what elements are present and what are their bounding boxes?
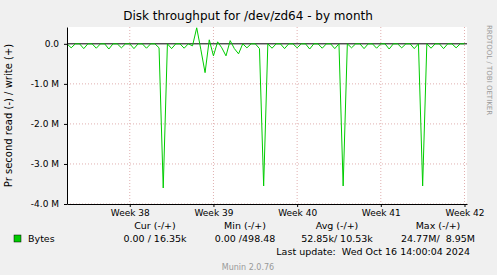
grid-line-x: [297, 27, 298, 204]
stats-header: Max (-/+): [416, 220, 461, 231]
axis-line: [68, 204, 468, 205]
plot-background: [67, 27, 467, 204]
legend-label: Bytes: [28, 233, 55, 244]
grid-line-x: [380, 27, 381, 204]
tick-label: Week 39: [194, 208, 233, 218]
series-line: [67, 28, 464, 188]
axis-line: [67, 28, 68, 205]
tick: -4.0 M: [31, 199, 67, 209]
grid: [67, 27, 467, 204]
tick-mark: [64, 204, 67, 205]
stats-header: Cur (-/+): [134, 220, 176, 231]
legend-swatch: [14, 235, 21, 242]
tick: Week 38: [111, 204, 150, 218]
title: Disk throughput for /dev/zd64 - by month: [123, 9, 373, 23]
watermark: RRDTOOL / TOBI OETIKER: [485, 25, 493, 115]
tick-label: -3.0 M: [31, 159, 59, 169]
background: [0, 0, 497, 275]
tick-mark: [64, 44, 67, 45]
y-axis: 0.0 -1.0 M -2.0 M -3.0 M -4.0 M: [31, 28, 68, 210]
data-group: [67, 28, 464, 188]
stats-value: 52.85k/ 10.53k: [301, 233, 373, 244]
tick: -3.0 M: [31, 159, 67, 169]
stats-header: Min (-/+): [224, 220, 266, 231]
tick-label: Week 40: [278, 208, 317, 218]
stats-value: 0.00 /498.48: [215, 233, 276, 244]
tick: Week 39: [194, 204, 233, 218]
tick: Week 40: [278, 204, 317, 218]
last-update: Last update: Wed Oct 16 14:00:04 2024: [276, 246, 470, 257]
tick-mark: [464, 204, 465, 207]
tick-label: 0.0: [45, 39, 60, 49]
tick-mark: [381, 204, 382, 207]
y-axis-title: Pr second read (-) / write (+): [3, 44, 14, 187]
tick-mark: [213, 204, 214, 207]
stats-value: 0.00 / 16.35k: [123, 233, 187, 244]
tick-mark: [64, 164, 67, 165]
grid-line-x: [129, 27, 130, 204]
tick: -2.0 M: [31, 119, 67, 129]
tick: Week 42: [445, 204, 484, 218]
tick-mark: [130, 204, 131, 207]
tick-label: Week 38: [111, 208, 150, 218]
tick: 0.0: [45, 39, 67, 49]
footer: Munin 2.0.76: [222, 263, 274, 272]
grid-line-y: [67, 204, 467, 205]
tick-mark: [297, 204, 298, 207]
tick: Week 41: [362, 204, 401, 218]
tick-mark: [64, 124, 67, 125]
grid-line-x: [464, 27, 465, 204]
tick-label: -1.0 M: [31, 79, 59, 89]
tick-label: -2.0 M: [31, 119, 59, 129]
tick-label: Week 41: [362, 208, 401, 218]
tick-mark: [64, 84, 67, 85]
chart-svg: 0.0-1.0 M-2.0 M-3.0 M-4.0 MWeek 38Week 3…: [0, 0, 497, 275]
grid-line-y: [67, 123, 467, 124]
tick-label: Week 42: [445, 208, 484, 218]
chart-container: 0.0-1.0 M-2.0 M-3.0 M-4.0 MWeek 38Week 3…: [0, 0, 497, 275]
tick: -1.0 M: [31, 79, 67, 89]
stats-header: Avg (-/+): [316, 220, 359, 231]
tick-label: -4.0 M: [31, 199, 59, 209]
x-axis: Week 38 Week 39 Week 40 Week 41 Week 42: [68, 204, 485, 218]
stats-value: 24.77M/ 8.95M: [401, 233, 475, 244]
grid-line-y: [67, 163, 467, 164]
